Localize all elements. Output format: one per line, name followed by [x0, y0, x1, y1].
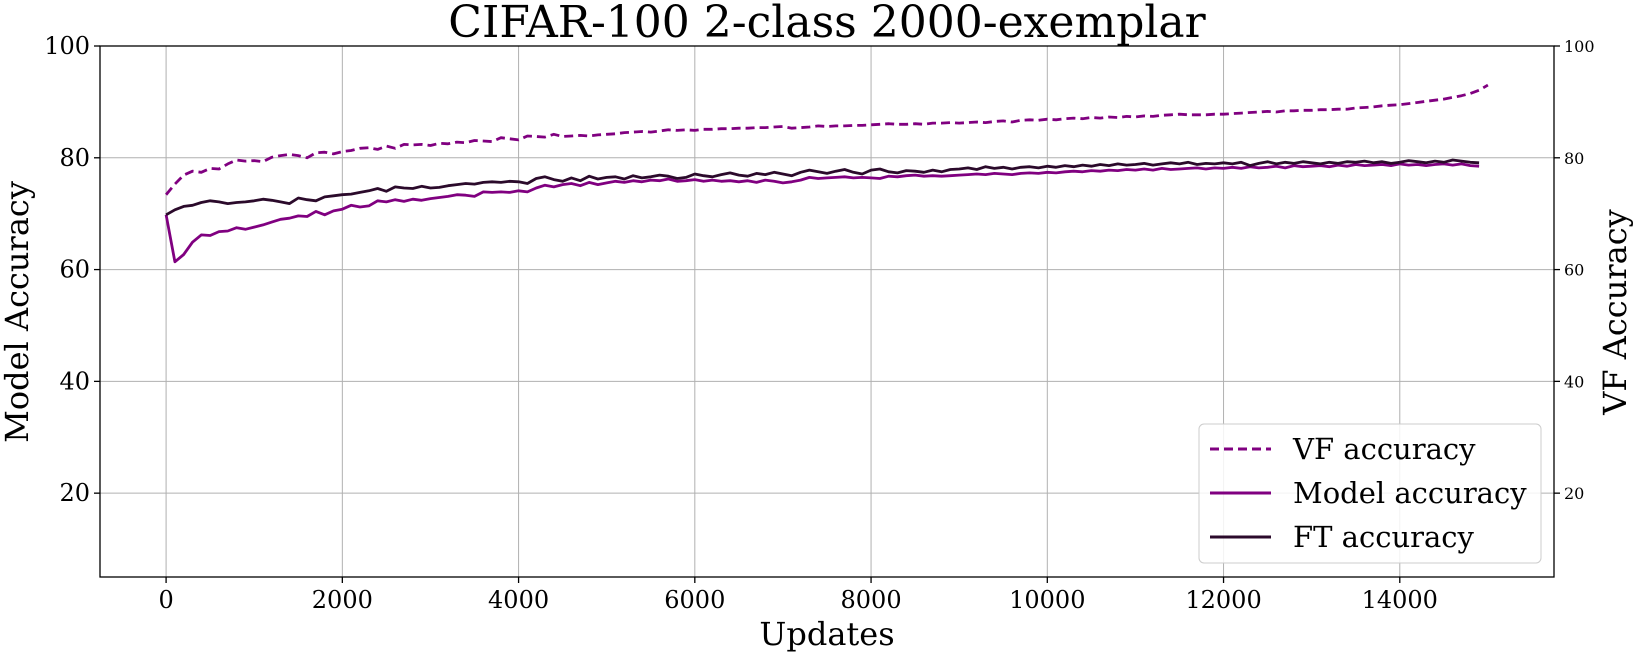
x-tick-label: 10000 — [1009, 586, 1085, 614]
y-right-tick-label: 100 — [1564, 37, 1595, 56]
x-tick-label: 8000 — [841, 586, 902, 614]
legend-label-ft-accuracy: FT accuracy — [1293, 520, 1475, 554]
y-tick-label: 80 — [59, 144, 90, 172]
y-axis-left: 20 40 60 80 100 — [44, 32, 100, 507]
y-tick-label: 100 — [44, 32, 90, 60]
y-right-tick-label: 20 — [1564, 484, 1584, 503]
x-tick-label: 12000 — [1185, 586, 1261, 614]
y-axis-right-label: VF Accuracy — [1596, 209, 1634, 415]
x-axis-label: Updates — [759, 615, 894, 653]
x-axis: 0 2000 4000 6000 8000 10000 12000 14000 — [158, 577, 1438, 614]
x-tick-label: 6000 — [664, 586, 725, 614]
plot-frame — [99, 45, 1555, 578]
y-axis-label: Model Accuracy — [0, 181, 36, 443]
series-line-ft-accuracy — [165, 158, 1480, 217]
y-axis-right: 20 40 60 80 100 — [1554, 37, 1595, 503]
y-right-tick-label: 40 — [1564, 372, 1584, 391]
y-tick-label: 60 — [59, 256, 90, 284]
series-line-vf-accuracy — [165, 83, 1489, 196]
legend-label-model-accuracy: Model accuracy — [1293, 476, 1527, 510]
chart-title: CIFAR-100 2-class 2000-exemplar — [448, 0, 1206, 48]
series-line-model-accuracy — [164, 162, 1480, 264]
series-lines — [164, 83, 1489, 264]
grid-lines — [100, 45, 1554, 577]
y-tick-label: 20 — [59, 479, 90, 507]
legend: VF accuracy Model accuracy FT accuracy — [1198, 423, 1542, 564]
legend-label-vf-accuracy: VF accuracy — [1292, 432, 1476, 466]
legend-box — [1198, 423, 1542, 564]
y-right-tick-label: 60 — [1564, 261, 1584, 280]
y-right-tick-label: 80 — [1564, 149, 1584, 168]
x-tick-label: 14000 — [1362, 586, 1438, 614]
x-tick-label: 4000 — [488, 586, 549, 614]
y-tick-label: 40 — [59, 367, 90, 395]
x-tick-label: 2000 — [312, 586, 373, 614]
x-tick-label: 0 — [158, 586, 173, 614]
